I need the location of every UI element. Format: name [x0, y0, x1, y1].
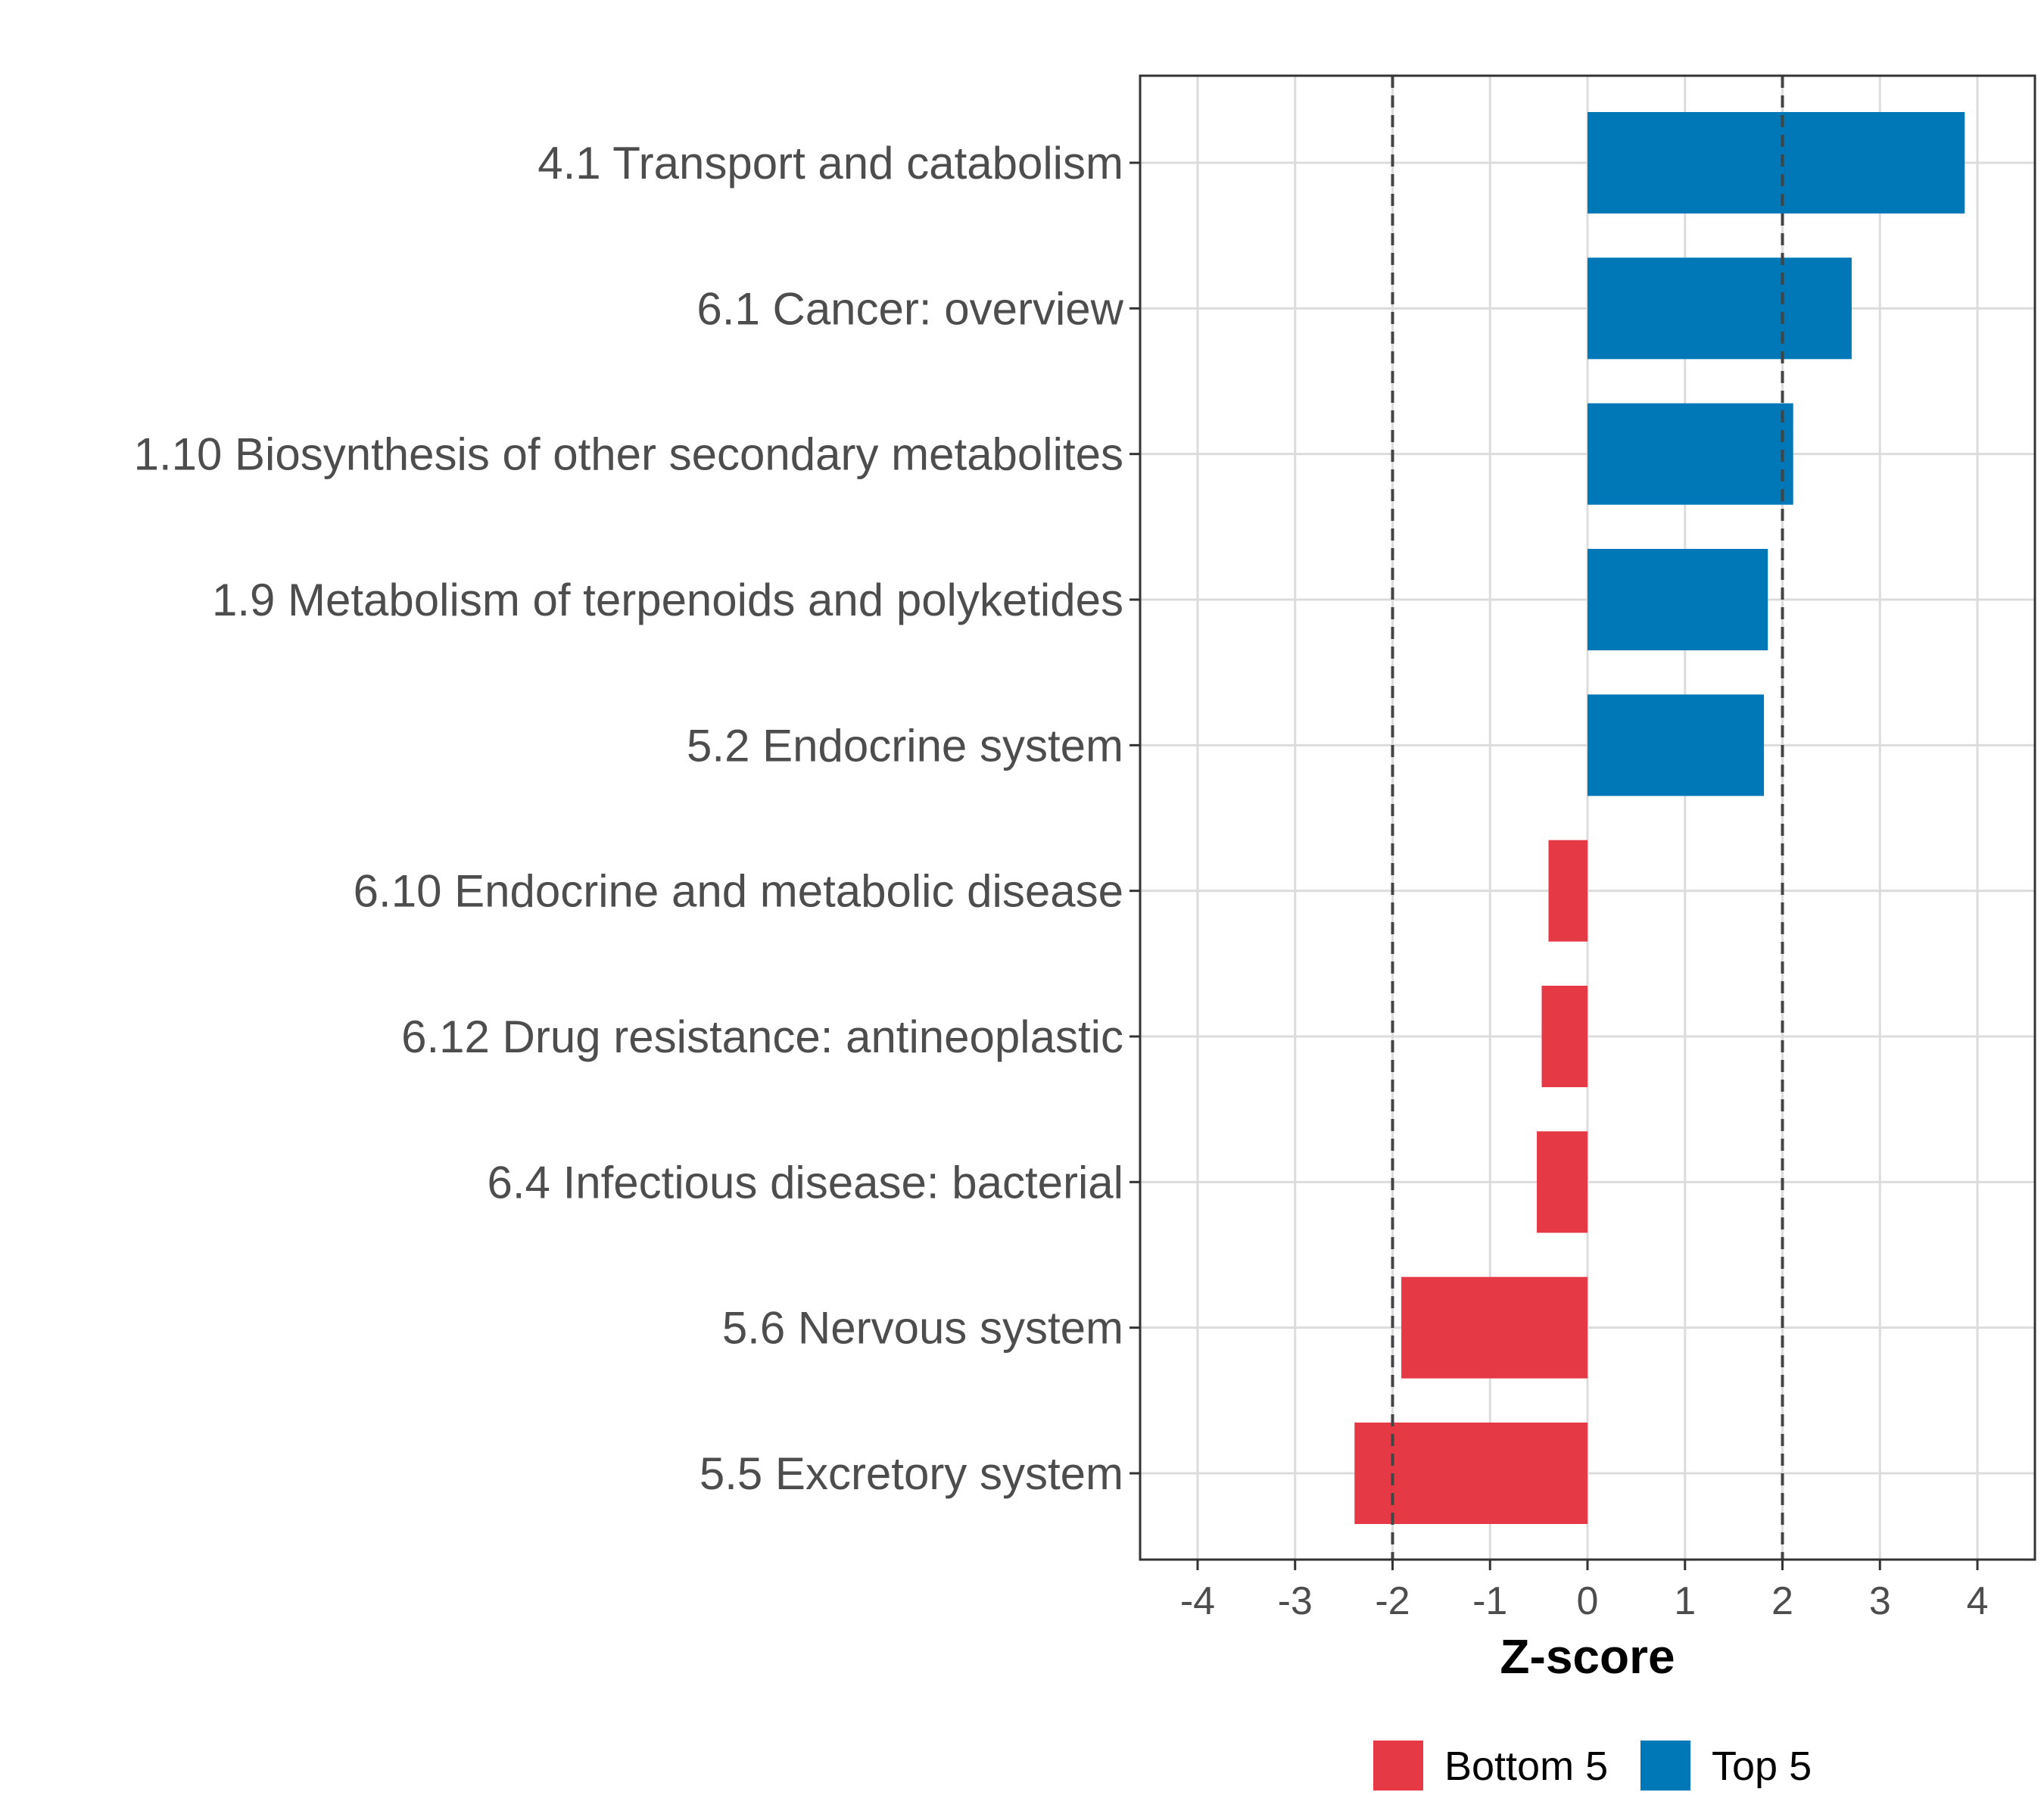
x-tick-label: 0	[1577, 1579, 1599, 1623]
x-tick-label: -4	[1180, 1579, 1215, 1623]
bar	[1588, 257, 1852, 360]
bar	[1537, 1131, 1588, 1233]
category-label: 1.10 Biosynthesis of other secondary met…	[134, 429, 1123, 480]
category-label: 6.1 Cancer: overview	[696, 283, 1123, 334]
bar	[1588, 403, 1793, 505]
x-tick-label: -1	[1472, 1579, 1507, 1623]
legend-label: Bottom 5	[1444, 1744, 1608, 1789]
x-tick-label: -2	[1375, 1579, 1410, 1623]
bar	[1541, 986, 1588, 1087]
bar	[1548, 840, 1588, 942]
legend-swatch	[1373, 1741, 1423, 1791]
x-tick-label: 2	[1771, 1579, 1793, 1623]
x-tick-label: 4	[1967, 1579, 1989, 1623]
bar	[1588, 112, 1965, 213]
category-label: 6.12 Drug resistance: antineoplastic	[401, 1011, 1123, 1062]
category-label: 5.2 Endocrine system	[687, 720, 1123, 771]
x-tick-label: 3	[1869, 1579, 1891, 1623]
category-label: 5.5 Excretory system	[700, 1448, 1123, 1499]
x-axis-title: Z-score	[1500, 1629, 1675, 1684]
category-label: 6.10 Endocrine and metabolic disease	[354, 866, 1123, 917]
bar	[1588, 694, 1765, 796]
x-tick-label: 1	[1674, 1579, 1696, 1623]
category-label: 1.9 Metabolism of terpenoids and polyket…	[212, 575, 1123, 625]
category-label: 4.1 Transport and catabolism	[537, 138, 1123, 189]
x-tick-label: -3	[1278, 1579, 1313, 1623]
legend-swatch	[1640, 1741, 1690, 1791]
legend-label: Top 5	[1712, 1744, 1812, 1789]
category-label: 5.6 Nervous system	[722, 1303, 1123, 1354]
bar	[1588, 549, 1768, 650]
bar	[1354, 1423, 1588, 1524]
bar	[1401, 1276, 1588, 1379]
category-label: 6.4 Infectious disease: bacterial	[488, 1157, 1124, 1208]
